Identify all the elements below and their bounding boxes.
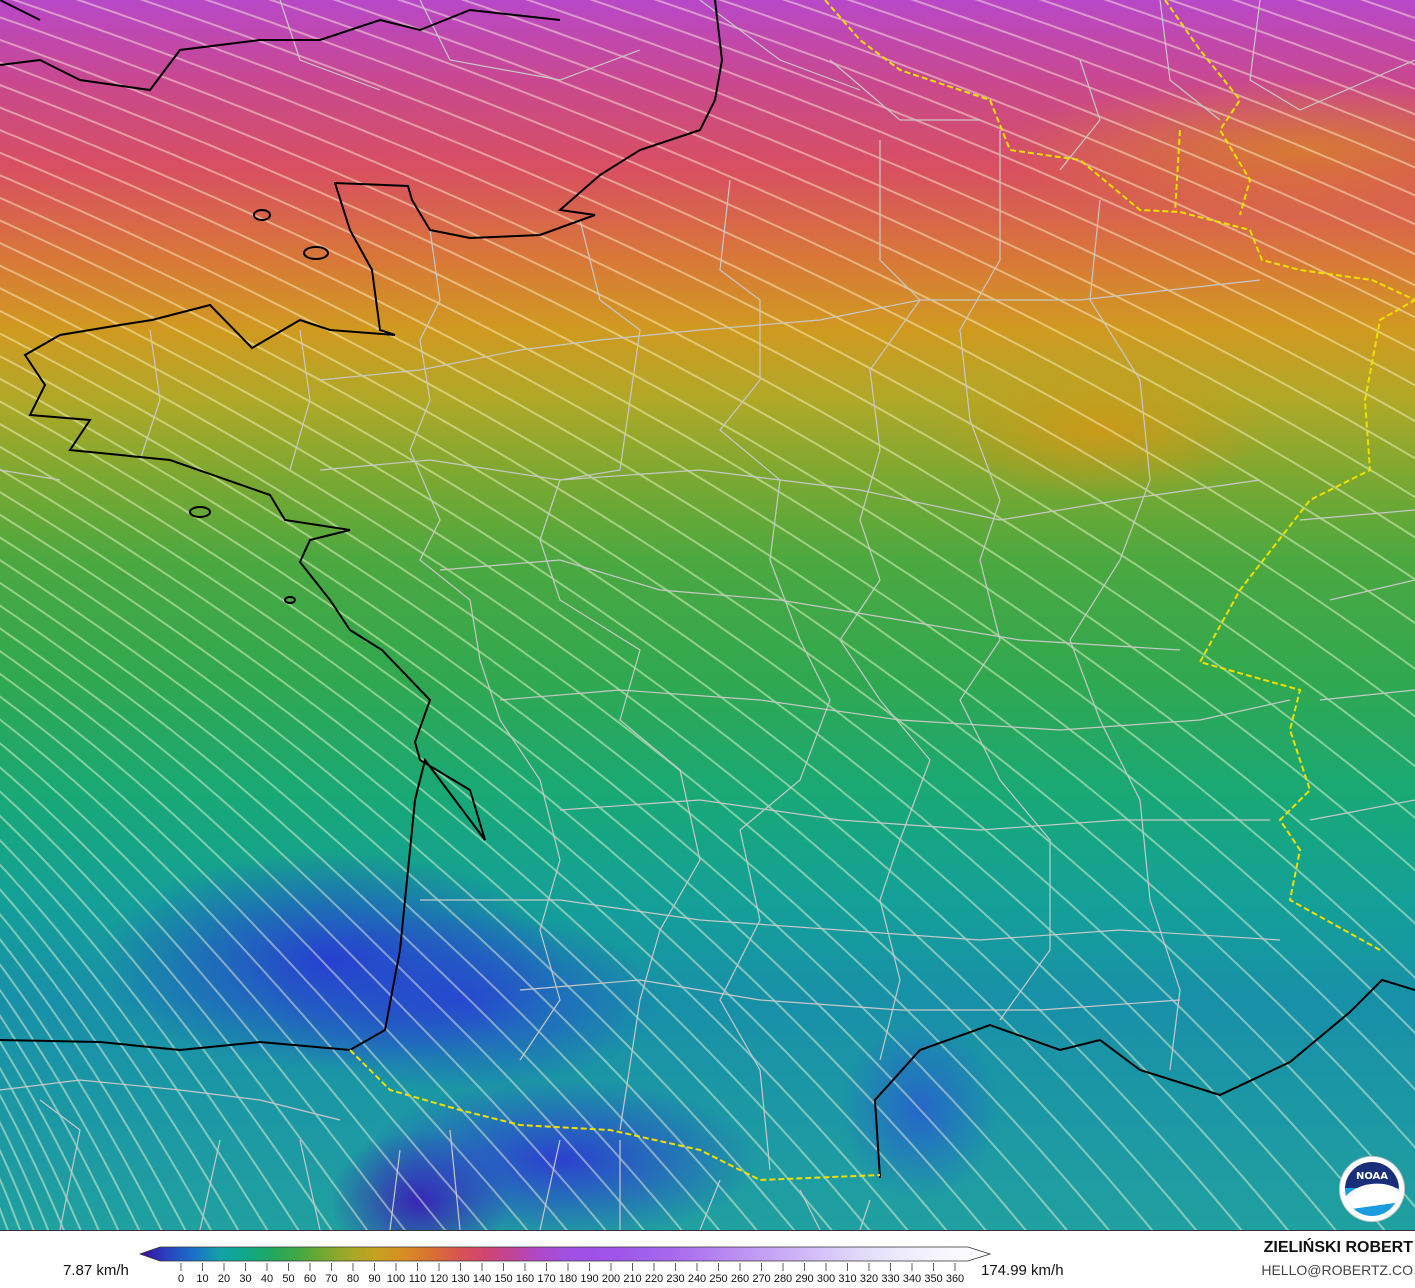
noaa-logo-text: NOAA: [1345, 1171, 1399, 1182]
legend-tick-label: 200: [602, 1273, 620, 1285]
legend-tick-label: 240: [688, 1273, 706, 1285]
legend-tick-label: 140: [473, 1273, 491, 1285]
legend-tick-label: 0: [178, 1273, 184, 1285]
legend-tick-label: 160: [516, 1273, 534, 1285]
coastline: [0, 0, 1415, 1178]
legend-tick-label: 50: [282, 1273, 294, 1285]
legend-max-label: 174.99 km/h: [981, 1262, 1064, 1279]
legend-tick-label: 150: [494, 1273, 512, 1285]
legend-tick-label: 110: [409, 1273, 427, 1285]
legend-tick-label: 340: [903, 1273, 921, 1285]
legend-tick-label: 320: [860, 1273, 878, 1285]
legend-tick-label: 80: [347, 1273, 359, 1285]
legend-tick-label: 300: [817, 1273, 835, 1285]
legend-tick-label: 120: [430, 1273, 448, 1285]
legend-min-label: 7.87 km/h: [63, 1262, 129, 1279]
legend-tick-label: 350: [924, 1273, 942, 1285]
legend-tick-label: 230: [666, 1273, 684, 1285]
legend-tick-label: 180: [559, 1273, 577, 1285]
legend-tick-label: 30: [239, 1273, 251, 1285]
legend-tick-label: 40: [261, 1273, 273, 1285]
legend-tick-label: 210: [623, 1273, 641, 1285]
legend-tick-label: 220: [645, 1273, 663, 1285]
author-name: ZIELIŃSKI ROBERT: [1264, 1239, 1413, 1257]
legend-tick-label: 130: [451, 1273, 469, 1285]
legend-tick-label: 290: [795, 1273, 813, 1285]
legend-tick-label: 190: [580, 1273, 598, 1285]
legend-tick-label: 90: [368, 1273, 380, 1285]
legend-tick-label: 250: [709, 1273, 727, 1285]
boundaries-layer: [0, 0, 1415, 1230]
wind-map: NOAA: [0, 0, 1415, 1230]
national-borders: [350, 0, 1415, 1180]
legend-tick-label: 330: [881, 1273, 899, 1285]
legend-tick-label: 100: [387, 1273, 405, 1285]
legend-colorbar: [138, 1245, 998, 1275]
noaa-logo: NOAA: [1340, 1157, 1404, 1221]
legend-tick-label: 360: [946, 1273, 964, 1285]
legend-tick-label: 270: [752, 1273, 770, 1285]
legend-tick-label: 10: [196, 1273, 208, 1285]
legend-tick-label: 280: [774, 1273, 792, 1285]
author-email: HELLO@ROBERTZ.CO: [1261, 1262, 1413, 1278]
legend-tick-label: 170: [537, 1273, 555, 1285]
legend-tick-label: 70: [325, 1273, 337, 1285]
legend-tick-label: 260: [731, 1273, 749, 1285]
legend-tick-label: 60: [304, 1273, 316, 1285]
legend-tick-label: 310: [838, 1273, 856, 1285]
region-borders: [0, 0, 1415, 1230]
legend-tick-label: 20: [218, 1273, 230, 1285]
